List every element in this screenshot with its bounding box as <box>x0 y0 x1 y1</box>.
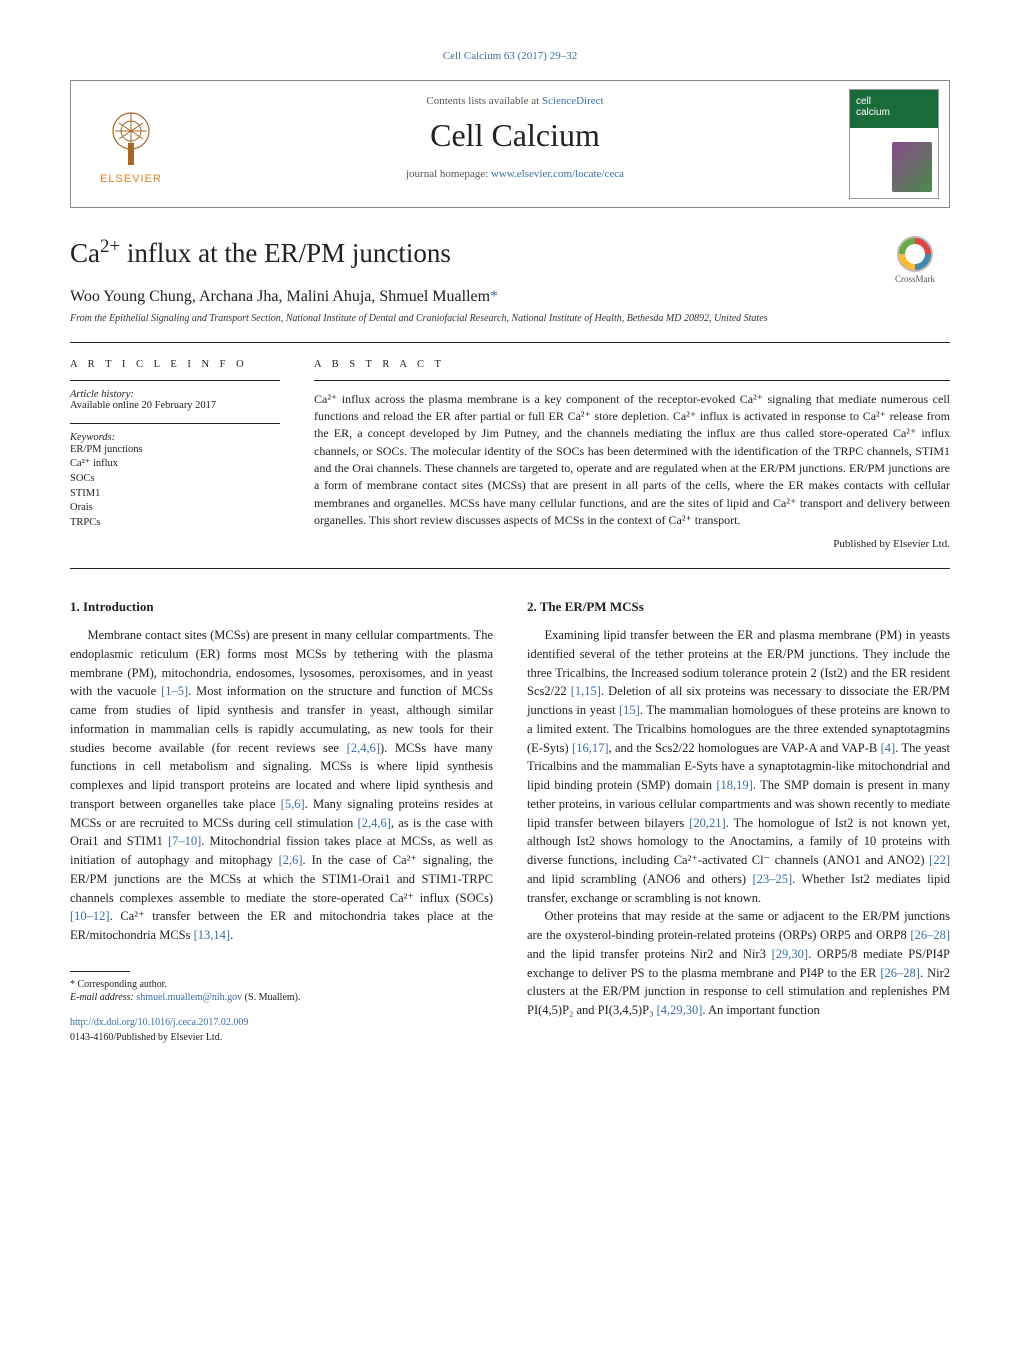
keywords-label: Keywords: <box>70 432 280 443</box>
keyword-item: SOCs <box>70 472 280 487</box>
section-heading-intro: 1. Introduction <box>70 597 493 617</box>
contents-prefix: Contents lists available at <box>426 95 541 107</box>
journal-reference: Cell Calcium 63 (2017) 29–32 <box>70 50 950 62</box>
right-column: 2. The ER/PM MCSs Examining lipid transf… <box>527 597 950 1045</box>
article-info-heading: A R T I C L E I N F O <box>70 359 280 370</box>
article-history-block: Article history: Available online 20 Feb… <box>70 389 280 411</box>
corresponding-author-footnote: * Corresponding author. E-mail address: … <box>70 978 493 1005</box>
section-heading-erpm: 2. The ER/PM MCSs <box>527 597 950 617</box>
homepage-line: journal homepage: www.elsevier.com/locat… <box>201 168 829 180</box>
homepage-prefix: journal homepage: <box>406 168 491 180</box>
issn-line: 0143-4160/Published by Elsevier Ltd. <box>70 1030 493 1045</box>
header-center: Contents lists available at ScienceDirec… <box>191 81 839 207</box>
article-info-column: A R T I C L E I N F O Article history: A… <box>70 359 280 550</box>
publisher-logo-cell: ELSEVIER <box>71 81 191 207</box>
email-line: E-mail address: shmuel.muallem@nih.gov (… <box>70 991 493 1005</box>
email-author-name: (S. Muallem). <box>242 992 300 1003</box>
sciencedirect-link[interactable]: ScienceDirect <box>542 95 604 107</box>
meta-abstract-block: A R T I C L E I N F O Article history: A… <box>70 342 950 569</box>
authors-names: Woo Young Chung, Archana Jha, Malini Ahu… <box>70 288 490 305</box>
history-label: Article history: <box>70 389 280 400</box>
body-columns: 1. Introduction Membrane contact sites (… <box>70 597 950 1045</box>
keywords-block: Keywords: ER/PM junctions Ca²⁺ influx SO… <box>70 432 280 531</box>
affiliation: From the Epithelial Signaling and Transp… <box>70 312 950 326</box>
corresponding-marker: * <box>490 288 498 305</box>
cover-text: cell calcium <box>856 96 890 118</box>
corr-author-label: * Corresponding author. <box>70 978 493 992</box>
keyword-item: STIM1 <box>70 487 280 502</box>
doi-link[interactable]: http://dx.doi.org/10.1016/j.ceca.2017.02… <box>70 1017 248 1028</box>
crossmark-badge[interactable]: CrossMark <box>880 236 950 284</box>
title-part-2: influx at the ER/PM junctions <box>120 238 451 268</box>
elsevier-logo: ELSEVIER <box>96 103 166 185</box>
publisher-label: ELSEVIER <box>96 173 166 185</box>
erpm-paragraph-2: Other proteins that may reside at the sa… <box>527 907 950 1020</box>
article-title: Ca2+ influx at the ER/PM junctions <box>70 236 451 269</box>
keywords-list: ER/PM junctions Ca²⁺ influx SOCs STIM1 O… <box>70 443 280 531</box>
cover-thumbnail-cell: cell calcium <box>839 81 949 207</box>
intro-paragraph: Membrane contact sites (MCSs) are presen… <box>70 626 493 945</box>
abstract-text: Ca²⁺ influx across the plasma membrane i… <box>314 391 950 530</box>
crossmark-icon <box>897 236 933 272</box>
journal-header: ELSEVIER Contents lists available at Sci… <box>70 80 950 208</box>
keyword-item: Ca²⁺ influx <box>70 457 280 472</box>
left-column: 1. Introduction Membrane contact sites (… <box>70 597 493 1045</box>
abstract-heading: A B S T R A C T <box>314 359 950 370</box>
crossmark-label: CrossMark <box>880 274 950 284</box>
cover-art-icon <box>892 142 932 192</box>
title-part-1: Ca <box>70 238 100 268</box>
publisher-note: Published by Elsevier Ltd. <box>314 538 950 550</box>
author-email-link[interactable]: shmuel.muallem@nih.gov <box>136 992 242 1003</box>
email-label: E-mail address: <box>70 992 136 1003</box>
journal-homepage-link[interactable]: www.elsevier.com/locate/ceca <box>491 168 624 180</box>
doi-block: http://dx.doi.org/10.1016/j.ceca.2017.02… <box>70 1015 493 1045</box>
title-superscript: 2+ <box>100 236 120 257</box>
erpm-paragraph-1: Examining lipid transfer between the ER … <box>527 626 950 907</box>
journal-cover-thumbnail: cell calcium <box>849 89 939 199</box>
authors-line: Woo Young Chung, Archana Jha, Malini Ahu… <box>70 288 950 306</box>
contents-available-line: Contents lists available at ScienceDirec… <box>201 95 829 107</box>
journal-name: Cell Calcium <box>201 117 829 154</box>
elsevier-tree-icon <box>96 103 166 173</box>
keyword-item: ER/PM junctions <box>70 443 280 458</box>
keyword-item: Orais <box>70 501 280 516</box>
footnote-rule <box>70 971 130 972</box>
history-value: Available online 20 February 2017 <box>70 400 280 411</box>
abstract-column: A B S T R A C T Ca²⁺ influx across the p… <box>314 359 950 550</box>
keyword-item: TRPCs <box>70 516 280 531</box>
